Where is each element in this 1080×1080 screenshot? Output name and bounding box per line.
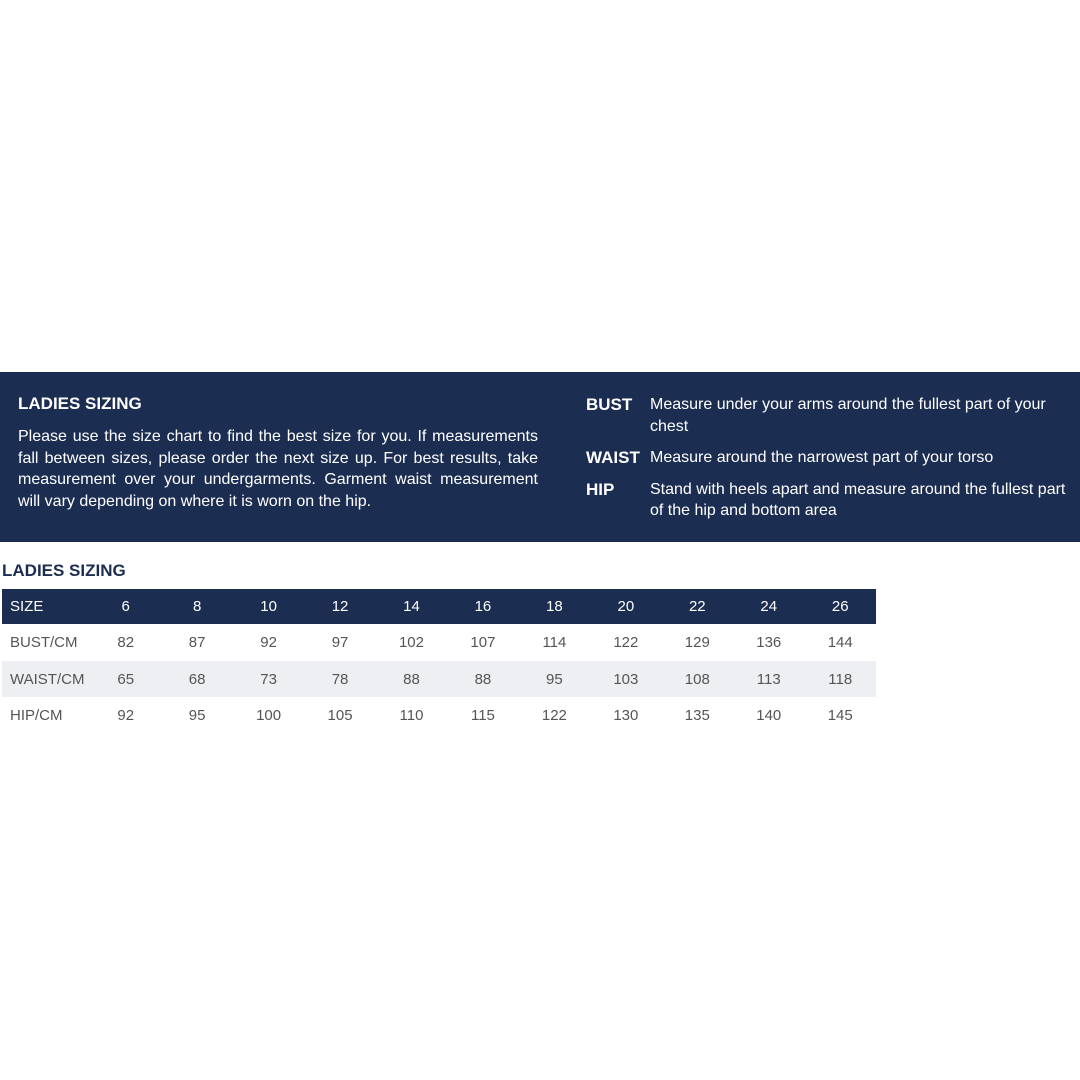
table-cell: 144 <box>827 634 853 651</box>
table-cell: 102 <box>398 634 424 651</box>
definition: WAIST Measure around the narrowest part o… <box>586 447 1076 469</box>
definition-term: HIP <box>586 479 615 499</box>
table-cell: 135 <box>684 707 710 724</box>
definition-text: Stand with heels apart and measure aroun… <box>650 480 1066 520</box>
header-cell: 12 <box>331 598 349 615</box>
table-title: LADIES SIZING <box>2 561 126 580</box>
table-row: HIP/CM 92 95 100 105 110 115 122 130 135 140 145 <box>2 697 876 734</box>
header-row: SIZE 6 8 10 12 14 16 18 20 22 24 26 <box>2 589 876 624</box>
header-cell: 8 <box>192 598 202 615</box>
table-cell: 92 <box>117 707 135 724</box>
table-cell: 115 <box>470 707 495 724</box>
table-cell: 105 <box>327 707 353 724</box>
header-cell: 6 <box>121 598 130 615</box>
table-row: WAIST/CM 65 68 73 78 88 88 95 103 108 113 118 <box>2 661 876 697</box>
header-cell: 14 <box>403 598 420 615</box>
table-cell: 122 <box>613 634 639 651</box>
header-cell: 22 <box>688 598 706 615</box>
table-cell: 136 <box>756 634 782 651</box>
info-banner: LADIES SIZING Please use the size chart … <box>0 372 1080 542</box>
header-cell: 16 <box>474 598 492 615</box>
definition: BUST Measure under your arms around the f… <box>586 394 1076 437</box>
definition-text: Measure under your arms around the fulle… <box>650 396 1046 435</box>
table-cell: 95 <box>188 707 206 724</box>
definition: HIP Stand with heels apart and measure ar… <box>586 479 1076 522</box>
table-cell: 110 <box>399 707 424 724</box>
table-cell: WAIST/CM <box>10 670 85 688</box>
table-cell: 73 <box>260 670 277 688</box>
table-cell: 82 <box>117 634 135 651</box>
table-cell: 103 <box>613 670 639 688</box>
table-cell: 107 <box>470 634 496 651</box>
table-cell: 92 <box>260 634 277 651</box>
table-cell: 129 <box>684 634 710 651</box>
header-cell: 26 <box>831 598 849 615</box>
header-cell: 10 <box>260 598 277 615</box>
table-cell: 97 <box>331 634 349 651</box>
table-cell: 78 <box>331 670 349 688</box>
table-cell: 100 <box>256 707 282 724</box>
definitions: BUST Measure under your arms around the f… <box>586 394 1076 532</box>
table-cell: 140 <box>756 707 782 724</box>
header-cell: 24 <box>760 598 778 615</box>
definition-term: WAIST <box>586 448 640 467</box>
table-cell: 108 <box>684 670 710 688</box>
banner-intro: Please use the size chart to find the be… <box>18 428 538 510</box>
table-cell: 65 <box>117 670 135 688</box>
header-cell: 20 <box>617 598 635 615</box>
table-cell: BUST/CM <box>10 634 78 651</box>
table-cell: 145 <box>827 707 853 724</box>
table-cell: 118 <box>828 670 853 688</box>
definition-term: BUST <box>586 395 633 414</box>
table-cell: HIP/CM <box>10 707 63 724</box>
table-cell: 88 <box>403 670 420 688</box>
table-cell: 95 <box>546 670 563 688</box>
table-cell: 87 <box>188 634 206 651</box>
header-cell: SIZE <box>10 598 44 615</box>
table-cell: 88 <box>474 670 492 688</box>
size-table: SIZE 6 8 10 12 14 16 18 20 22 24 26 BUST/CM 82 87 92 97 1… <box>2 589 876 734</box>
table-cell: 130 <box>613 707 639 724</box>
table-cell: 122 <box>541 707 567 724</box>
definition-text: Measure around the narrowest part of you… <box>650 449 994 466</box>
table-row: BUST/CM 82 87 92 97 102 107 114 122 129 136 144 <box>2 624 876 661</box>
header-cell: 18 <box>546 598 563 615</box>
table-cell: 68 <box>188 670 206 688</box>
table-cell: 114 <box>542 634 567 651</box>
table-cell: 113 <box>756 670 781 688</box>
banner-title: LADIES SIZING <box>18 394 142 413</box>
